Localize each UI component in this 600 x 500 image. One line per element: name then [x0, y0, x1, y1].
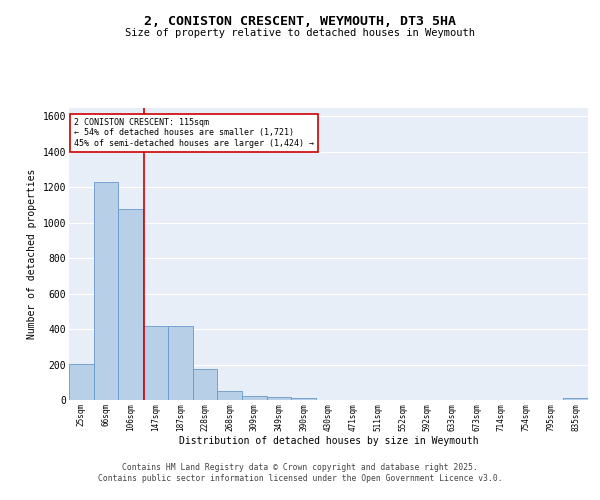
Bar: [563, 398, 588, 400]
Bar: [118, 210, 143, 400]
Text: Size of property relative to detached houses in Weymouth: Size of property relative to detached ho…: [125, 28, 475, 38]
Text: 2 CONISTON CRESCENT: 115sqm
← 54% of detached houses are smaller (1,721)
45% of : 2 CONISTON CRESCENT: 115sqm ← 54% of det…: [74, 118, 314, 148]
X-axis label: Distribution of detached houses by size in Weymouth: Distribution of detached houses by size …: [179, 436, 478, 446]
Bar: [217, 391, 242, 400]
Y-axis label: Number of detached properties: Number of detached properties: [27, 168, 37, 339]
Text: 2, CONISTON CRESCENT, WEYMOUTH, DT3 5HA: 2, CONISTON CRESCENT, WEYMOUTH, DT3 5HA: [144, 15, 456, 28]
Bar: [143, 326, 168, 400]
Bar: [292, 398, 316, 400]
Bar: [94, 182, 118, 400]
Bar: [168, 326, 193, 400]
Bar: [69, 364, 94, 400]
Text: Contains public sector information licensed under the Open Government Licence v3: Contains public sector information licen…: [98, 474, 502, 483]
Bar: [193, 369, 217, 400]
Bar: [267, 398, 292, 400]
Text: Contains HM Land Registry data © Crown copyright and database right 2025.: Contains HM Land Registry data © Crown c…: [122, 462, 478, 471]
Bar: [242, 396, 267, 400]
